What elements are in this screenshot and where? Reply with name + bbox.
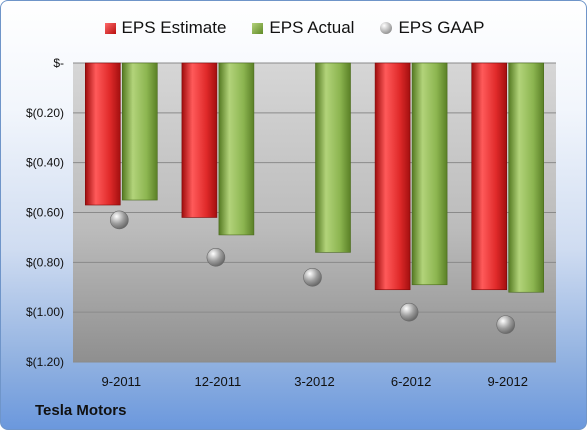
bar-eps-estimate: [181, 62, 218, 218]
point-eps-gaap: [206, 248, 226, 267]
x-tick-label: 6-2012: [391, 374, 431, 389]
bar-eps-estimate: [374, 62, 411, 291]
x-tick-label: 9-2011: [102, 374, 142, 389]
y-tick-label: $-: [53, 56, 64, 70]
bar-eps-actual: [218, 62, 255, 236]
point-eps-gaap: [399, 302, 419, 322]
legend-label-gaap: EPS GAAP: [398, 18, 485, 37]
bar-eps-actual: [122, 62, 158, 201]
legend: EPS Estimate EPS Actual EPS GAAP: [1, 18, 586, 38]
bar-eps-estimate: [471, 62, 508, 291]
bar-eps-actual: [411, 62, 448, 286]
y-tick-label: $(0.40): [26, 156, 64, 170]
bar-eps-estimate: [85, 62, 121, 206]
legend-label-estimate: EPS Estimate: [121, 18, 227, 37]
point-eps-gaap: [110, 210, 129, 230]
x-tick-label: 9-2012: [487, 374, 527, 389]
bar-eps-actual: [508, 62, 545, 293]
y-tick-label: $(0.60): [26, 206, 64, 220]
y-tick-label: $(1.00): [26, 305, 64, 319]
legend-item-estimate: EPS Estimate: [104, 18, 227, 38]
y-tick-label: $(0.80): [26, 255, 64, 269]
legend-item-actual: EPS Actual: [252, 18, 354, 38]
x-tick-label: 12-2011: [195, 374, 242, 389]
legend-item-gaap: EPS GAAP: [380, 18, 484, 38]
point-eps-gaap: [496, 315, 516, 334]
y-tick-label: $(1.20): [26, 355, 64, 369]
legend-swatch-gaap: [380, 22, 393, 34]
point-eps-gaap: [303, 267, 322, 287]
legend-label-actual: EPS Actual: [269, 18, 355, 37]
legend-swatch-actual: [252, 22, 264, 34]
y-tick-label: $(0.20): [26, 106, 64, 120]
bar-eps-actual: [315, 62, 351, 253]
legend-swatch-estimate: [104, 22, 116, 34]
x-tick-label: 3-2012: [294, 374, 334, 389]
company-label: Tesla Motors: [35, 402, 127, 419]
